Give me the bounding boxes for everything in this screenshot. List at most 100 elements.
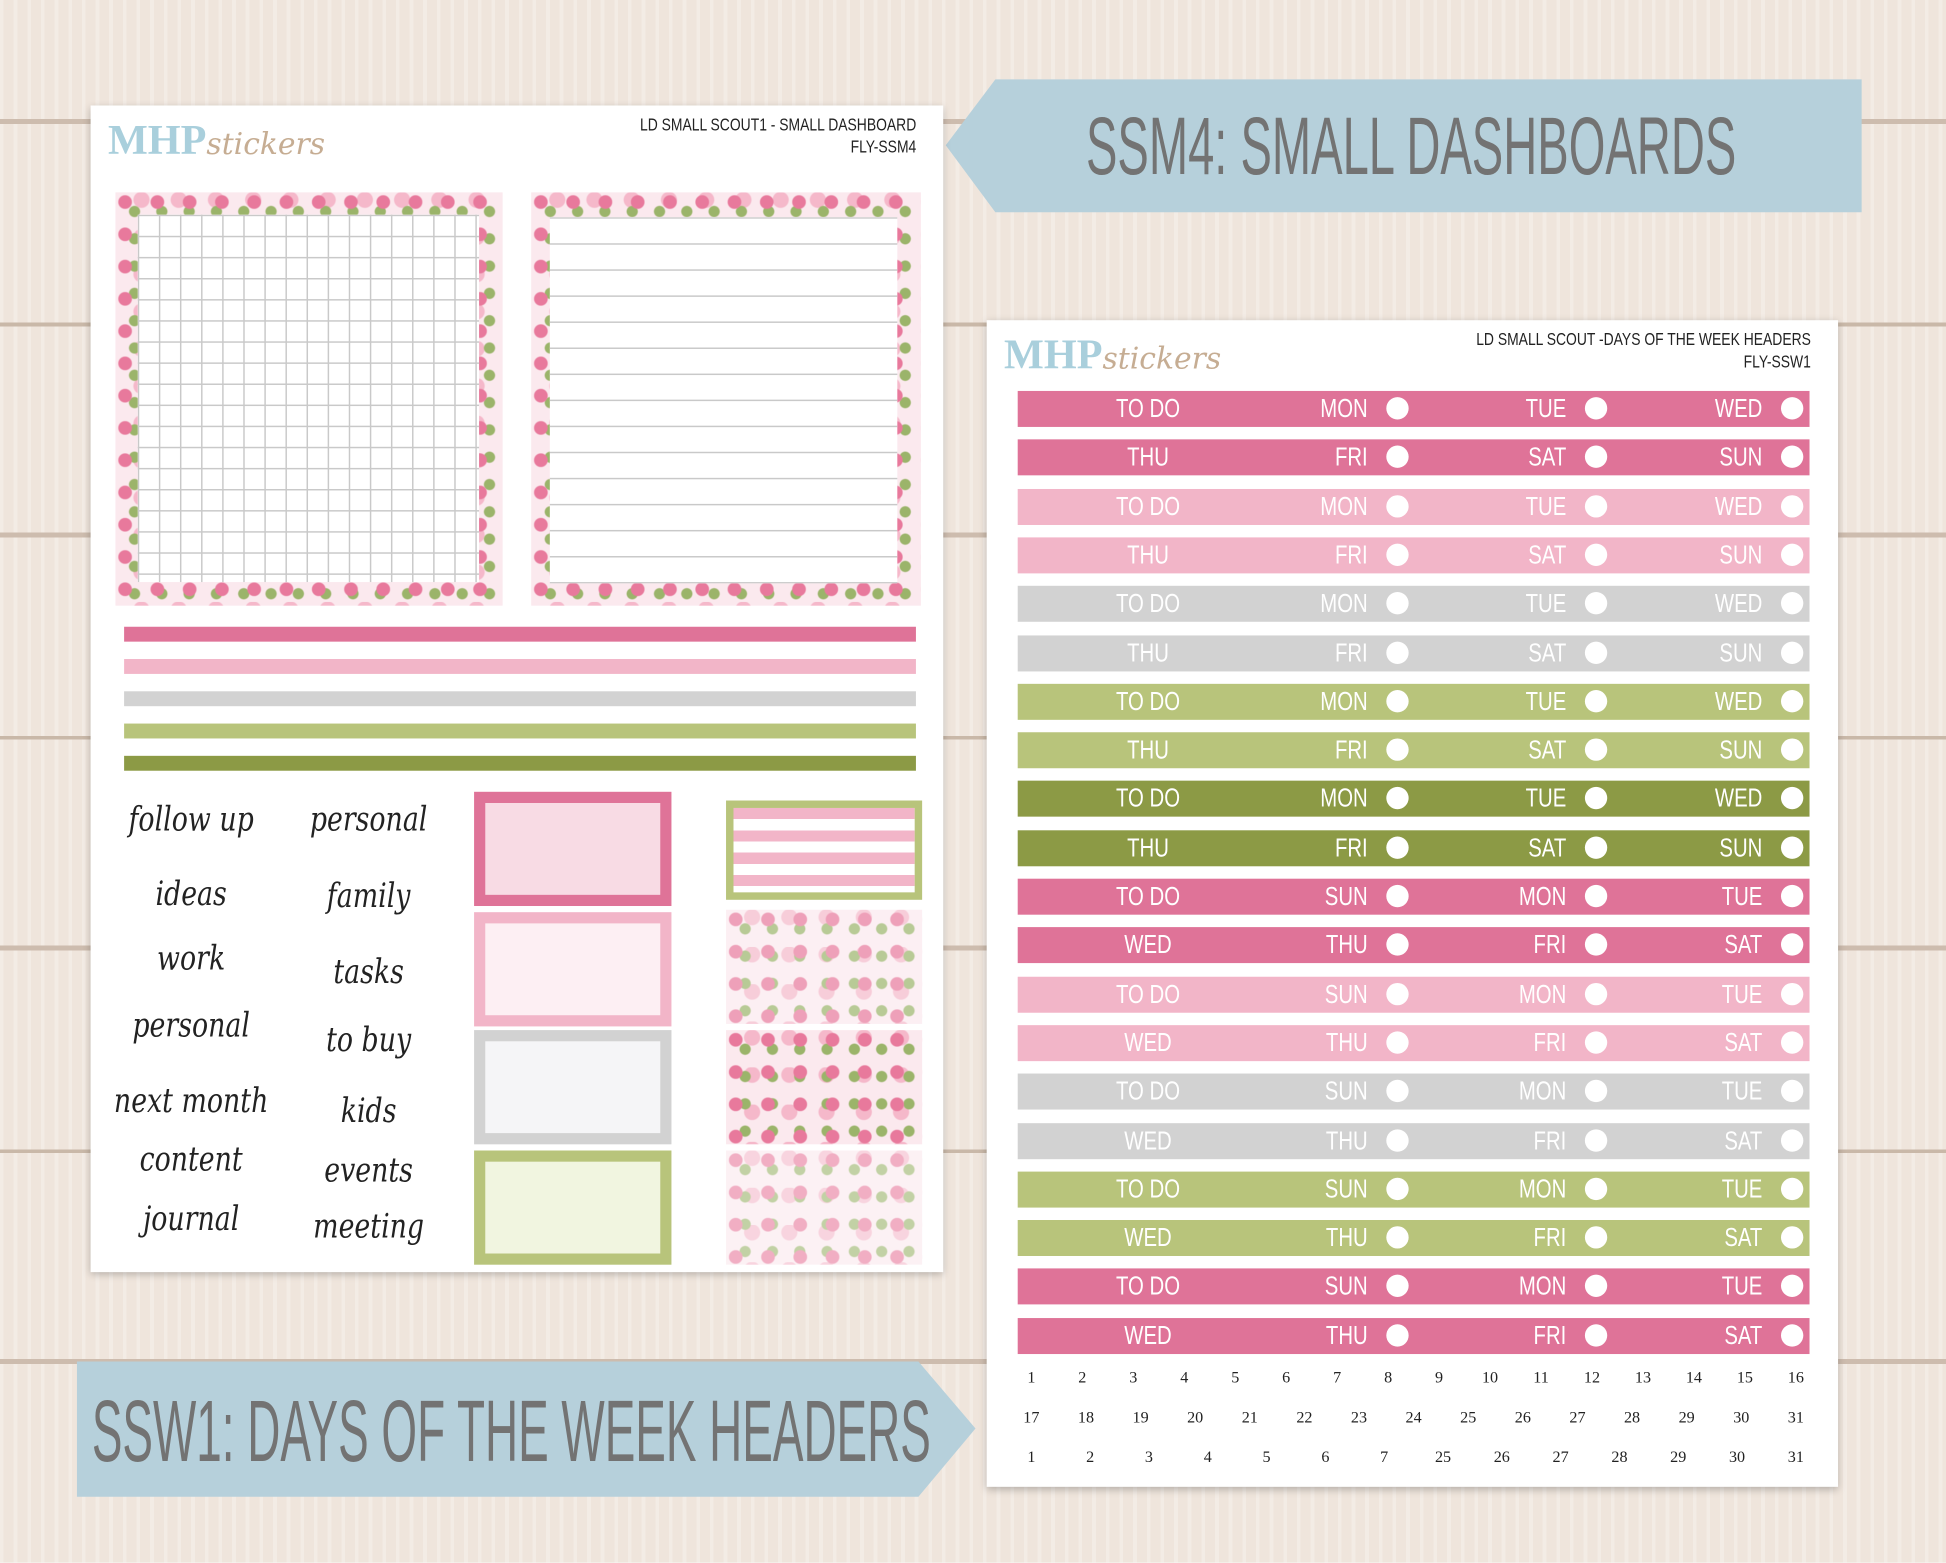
date-number: 28: [1623, 1407, 1641, 1427]
header-label: TO DO: [1116, 1175, 1181, 1204]
check-circle: [1584, 1177, 1608, 1200]
check-circle: [1386, 445, 1409, 469]
header-label: MON: [1320, 589, 1368, 619]
check-circle: [1386, 689, 1409, 713]
date-number: 2: [1086, 1447, 1095, 1466]
header-label: SUN: [1324, 979, 1368, 1009]
header-row: TO DO SUN MON TUE: [1017, 976, 1810, 1013]
header-label: TUE: [1525, 492, 1567, 521]
header-label: TUE: [1721, 1077, 1763, 1107]
logo: MHPstickers: [1004, 333, 1221, 380]
header-label: SAT: [1528, 736, 1567, 765]
check-circle: [1780, 543, 1804, 566]
header-label: FRI: [1334, 833, 1368, 863]
check-circle: [1386, 1031, 1409, 1054]
header-label: FRI: [1533, 1126, 1567, 1155]
check-circle: [1780, 1128, 1804, 1152]
header-label: WED: [1124, 1223, 1172, 1253]
check-circle: [1780, 836, 1804, 859]
header-row: WED THU FRI SAT: [1017, 1220, 1810, 1257]
check-circle: [1780, 982, 1804, 1005]
header-label: THU: [1325, 931, 1368, 960]
floral-sticker: [726, 909, 923, 1024]
check-circle: [1780, 787, 1804, 810]
header-label: FRI: [1334, 443, 1368, 472]
date-number: 21: [1241, 1407, 1258, 1427]
header-label: SUN: [1324, 1077, 1368, 1107]
title: LD SMALL SCOUT -DAYS OF THE WEEK HEADERS: [1476, 328, 1811, 349]
header-label: WED: [1124, 931, 1172, 960]
check-circle: [1584, 592, 1608, 615]
header-label: SAT: [1528, 833, 1567, 863]
date-number: 2: [1078, 1367, 1087, 1387]
box-sticker: [474, 1030, 672, 1145]
header-label: SAT: [1528, 540, 1567, 570]
check-circle: [1584, 543, 1608, 566]
date-number: 7: [1380, 1447, 1389, 1466]
check-circle: [1584, 1226, 1608, 1249]
word-sticker: content: [139, 1140, 243, 1180]
check-circle: [1584, 1031, 1608, 1054]
right-sheet: MHPstickers LD SMALL SCOUT -DAYS OF THE …: [986, 320, 1839, 1487]
check-circle: [1386, 592, 1409, 615]
check-circle: [1584, 982, 1608, 1005]
header-label: TO DO: [1116, 1077, 1181, 1107]
check-circle: [1780, 445, 1804, 469]
date-number: 27: [1552, 1447, 1569, 1466]
header-label: WED: [1714, 589, 1763, 619]
word-sticker: ideas: [155, 874, 227, 914]
left-sheet: MHPstickers LD SMALL SCOUT1 - SMALL DASH…: [90, 105, 944, 1273]
header-label: SUN: [1719, 638, 1763, 668]
header-label: SAT: [1724, 1028, 1763, 1058]
top-banner: [945, 79, 1862, 213]
check-circle: [1584, 884, 1608, 908]
check-circle: [1584, 445, 1608, 469]
bottom-banner-text: SSW1: DAYS OF THE WEEK HEADERS: [92, 1383, 931, 1480]
date-number: 28: [1611, 1447, 1628, 1466]
check-circle: [1584, 787, 1608, 810]
header-label: TO DO: [1116, 394, 1181, 424]
header-label: SUN: [1324, 1175, 1368, 1204]
stripe: [124, 723, 916, 739]
header-label: MON: [1518, 1077, 1567, 1107]
header-label: SAT: [1528, 638, 1567, 668]
check-circle: [1386, 933, 1409, 957]
date-number: 26: [1493, 1447, 1510, 1466]
logo-script: stickers: [1102, 341, 1222, 377]
check-circle: [1386, 884, 1409, 908]
check-circle: [1780, 1275, 1804, 1298]
box-sticker: [474, 791, 672, 907]
header-row: THU FRI SAT SUN: [1017, 537, 1810, 574]
floral-frame: [115, 192, 503, 606]
word-sticker: kids: [340, 1092, 397, 1131]
header-label: THU: [1325, 1126, 1368, 1155]
header-label: THU: [1127, 638, 1169, 668]
check-circle: [1584, 1079, 1608, 1103]
header-label: TUE: [1525, 687, 1567, 716]
title: LD SMALL SCOUT1 - SMALL DASHBOARD: [639, 114, 916, 135]
header-label: SAT: [1724, 1223, 1763, 1253]
stripe: [124, 626, 916, 642]
date-number: 1: [1027, 1367, 1036, 1387]
check-circle: [1386, 1079, 1409, 1103]
date-number: 8: [1384, 1367, 1393, 1387]
header-row: THU FRI SAT SUN: [1017, 634, 1810, 671]
header-label: TUE: [1525, 589, 1567, 619]
date-number: 4: [1180, 1367, 1189, 1387]
header-label: MON: [1320, 687, 1368, 716]
date-number: 31: [1787, 1447, 1804, 1466]
header-label: FRI: [1533, 931, 1567, 960]
header-label: TUE: [1525, 784, 1567, 814]
check-circle: [1780, 641, 1804, 664]
check-circle: [1780, 1031, 1804, 1054]
check-circle: [1584, 494, 1608, 518]
date-number: 1: [1027, 1447, 1036, 1466]
header-label: SAT: [1724, 931, 1763, 960]
header-row: WED THU FRI SAT: [1017, 1317, 1810, 1354]
header-label: THU: [1127, 833, 1169, 863]
grid-box: [137, 214, 480, 583]
date-number: 7: [1333, 1367, 1342, 1387]
date-number: 20: [1187, 1407, 1204, 1427]
